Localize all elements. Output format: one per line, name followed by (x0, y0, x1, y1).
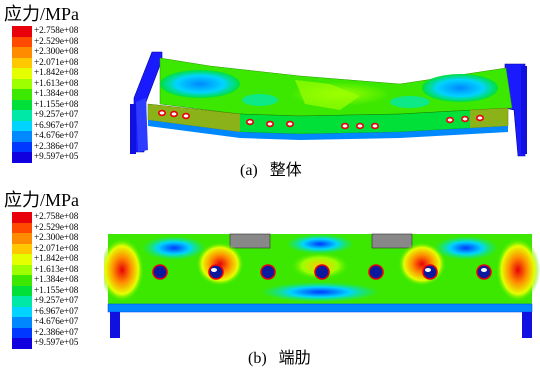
legend-swatch (12, 212, 32, 223)
legend-label: +2.386e+07 (34, 140, 79, 151)
legend-swatch (12, 317, 32, 328)
legend-entry: +1.384e+08 (12, 88, 132, 100)
legend-swatch (12, 57, 32, 68)
legend-label: +6.967e+07 (34, 119, 79, 130)
legend-swatch (12, 141, 32, 152)
legend-entry: +2.758e+08 (12, 25, 132, 37)
legend-entry: +2.386e+07 (12, 326, 132, 338)
legend-entry: +2.300e+08 (12, 232, 132, 244)
legend-entry: +1.155e+08 (12, 284, 132, 296)
panel-b-end-rib: 应力/MPa +2.758e+08 +2.529e+08 +2.300e+08 +2.… (0, 186, 540, 372)
panel-b-caption-text: 端肋 (278, 350, 311, 367)
legend-swatch (12, 264, 32, 275)
legend-entry: +6.967e+07 (12, 305, 132, 317)
legend-swatch (12, 327, 32, 338)
legend-entry: +4.676e+07 (12, 130, 132, 142)
legend-swatch (12, 285, 32, 296)
panel-a-caption: (a) 整体 (240, 162, 302, 180)
legend-entry: +1.613e+08 (12, 263, 132, 275)
legend-title: 应力/MPa (4, 4, 80, 24)
legend-label: +2.386e+07 (34, 326, 79, 337)
legend-entry: +9.597e+05 (12, 337, 132, 349)
legend-label: +1.842e+08 (34, 253, 79, 263)
legend-entry: +4.676e+07 (12, 316, 132, 328)
legend-label: +2.300e+08 (34, 46, 79, 56)
legend-label: +1.384e+08 (34, 88, 79, 98)
end-rib-stress-contour (104, 233, 540, 338)
legend-swatch (12, 99, 32, 110)
legend-entry: +1.384e+08 (12, 274, 132, 286)
legend-label: +9.257e+07 (34, 295, 79, 305)
legend-entry: +9.257e+07 (12, 109, 132, 121)
panel-b-caption-tag: (b) (248, 350, 267, 367)
legend-swatch (12, 131, 32, 142)
legend-label: +2.071e+08 (34, 56, 79, 67)
legend-swatch (12, 26, 32, 37)
legend-swatch (12, 152, 32, 163)
legend-swatch (12, 306, 32, 317)
legend-label: +9.257e+07 (34, 109, 79, 119)
color-legend: +2.758e+08 +2.529e+08 +2.300e+08 +2.071e+08… (12, 211, 132, 349)
legend-entry: +2.529e+08 (12, 221, 132, 233)
legend-swatch (12, 78, 32, 89)
panel-a-caption-tag: (a) (240, 162, 258, 179)
legend-entry: +6.967e+07 (12, 119, 132, 131)
legend-entry: +2.300e+08 (12, 46, 132, 58)
legend-swatch (12, 338, 32, 349)
legend-entry: +1.842e+08 (12, 67, 132, 79)
legend-swatch (12, 222, 32, 233)
legend-entry: +9.257e+07 (12, 295, 132, 307)
legend-swatch (12, 89, 32, 100)
legend-swatch (12, 68, 32, 79)
legend-label: +2.071e+08 (34, 242, 79, 253)
legend-swatch (12, 254, 32, 265)
legend-entry: +2.529e+08 (12, 35, 132, 47)
panel-a-caption-text: 整体 (269, 162, 302, 179)
legend-entry: +2.071e+08 (12, 242, 132, 254)
legend-label: +2.529e+08 (34, 221, 79, 232)
legend-entry: +9.597e+05 (12, 151, 132, 163)
legend-label: +9.597e+05 (34, 337, 79, 347)
legend-swatch (12, 120, 32, 131)
legend-label: +1.613e+08 (34, 77, 79, 88)
legend-label: +2.758e+08 (34, 25, 79, 35)
legend-entry: +1.155e+08 (12, 98, 132, 110)
legend-swatch (12, 243, 32, 254)
legend-title: 应力/MPa (4, 190, 80, 210)
legend-label: +1.842e+08 (34, 67, 79, 77)
legend-label: +4.676e+07 (34, 316, 79, 326)
legend-label: +1.155e+08 (34, 98, 79, 109)
legend-label: +2.758e+08 (34, 211, 79, 221)
panel-b-caption: (b) 端肋 (248, 350, 311, 368)
legend-label: +1.384e+08 (34, 274, 79, 284)
legend-entry: +1.842e+08 (12, 253, 132, 265)
legend-label: +9.597e+05 (34, 151, 79, 161)
overall-stress-contour (130, 51, 527, 157)
legend-label: +6.967e+07 (34, 305, 79, 316)
legend-label: +2.300e+08 (34, 232, 79, 242)
color-legend: +2.758e+08 +2.529e+08 +2.300e+08 +2.071e+08… (12, 25, 132, 163)
legend-swatch (12, 233, 32, 244)
legend-label: +1.155e+08 (34, 284, 79, 295)
legend-label: +4.676e+07 (34, 130, 79, 140)
legend-entry: +2.758e+08 (12, 211, 132, 223)
legend-label: +1.613e+08 (34, 263, 79, 274)
legend-swatch (12, 36, 32, 47)
legend-swatch (12, 110, 32, 121)
legend-swatch (12, 47, 32, 58)
legend-entry: +2.071e+08 (12, 56, 132, 68)
legend-swatch (12, 275, 32, 286)
legend-swatch (12, 296, 32, 307)
legend-label: +2.529e+08 (34, 35, 79, 46)
panel-a-overall: 应力/MPa +2.758e+08 +2.529e+08 +2.300e+08 +2.… (4, 4, 527, 180)
legend-entry: +2.386e+07 (12, 140, 132, 152)
legend-entry: +1.613e+08 (12, 77, 132, 89)
